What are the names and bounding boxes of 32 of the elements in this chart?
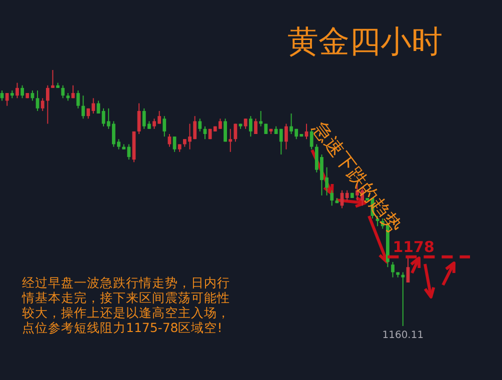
candlestick bbox=[391, 262, 394, 278]
candlestick bbox=[51, 70, 54, 88]
candlestick bbox=[96, 100, 100, 114]
candlestick bbox=[345, 190, 349, 202]
candlestick bbox=[20, 84, 24, 99]
candlestick bbox=[61, 84, 65, 99]
candlestick bbox=[172, 136, 176, 152]
candlestick bbox=[76, 90, 80, 109]
candlestick bbox=[254, 118, 258, 134]
candlestick bbox=[401, 272, 405, 326]
candlestick bbox=[284, 123, 288, 150]
annotation: 1160.11 bbox=[382, 330, 424, 341]
candlestick bbox=[82, 95, 85, 120]
chart-title: 黄金四小时 bbox=[288, 24, 442, 60]
candlestick bbox=[330, 190, 334, 206]
annotation: 急速下跌的趋势 bbox=[307, 116, 406, 238]
candlestick bbox=[40, 98, 44, 112]
candlestick bbox=[248, 116, 252, 138]
candlestick bbox=[259, 110, 263, 127]
candlestick bbox=[5, 92, 9, 106]
candlestick bbox=[36, 90, 40, 112]
candlestick bbox=[46, 84, 50, 124]
candlestick bbox=[102, 108, 106, 127]
candlestick bbox=[224, 118, 227, 142]
candlestick bbox=[16, 82, 19, 99]
candlestick bbox=[228, 128, 232, 152]
candlestick bbox=[162, 116, 166, 138]
candlestick bbox=[71, 84, 75, 99]
annotation: 经过早盘一波急跌行情走势，日内行情基本走完，接下来区间震荡可能性较大，操作上还是以逢高空主入场，点位参考短线阻力1175-78区域空! bbox=[21, 275, 230, 335]
annotation: 1178 bbox=[392, 238, 434, 256]
candlestick bbox=[244, 118, 248, 130]
candlestick bbox=[198, 118, 202, 132]
